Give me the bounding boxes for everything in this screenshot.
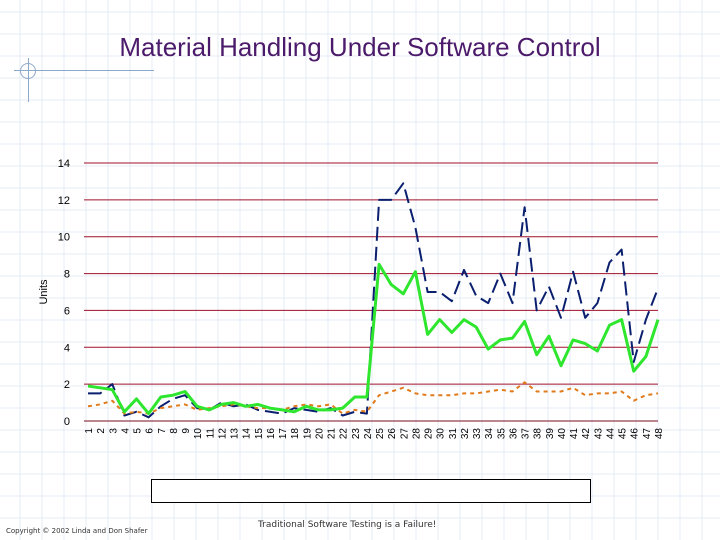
y-tick-label: 2 xyxy=(64,379,70,391)
x-tick-label: 34 xyxy=(484,428,495,440)
x-tick-label: 37 xyxy=(521,428,532,440)
y-tick-label: 12 xyxy=(58,195,70,207)
x-tick-label: 5 xyxy=(133,428,144,434)
x-tick-label: 22 xyxy=(339,428,350,440)
x-tick-label: 33 xyxy=(472,428,483,440)
y-tick-label: 14 xyxy=(58,158,70,170)
y-tick-label: 4 xyxy=(64,342,70,354)
x-tick-label: 7 xyxy=(157,428,168,434)
x-tick-label: 17 xyxy=(278,428,289,440)
footer-copyright: Copyright © 2002 Linda and Don Shafer xyxy=(6,527,147,535)
x-tick-label: 48 xyxy=(654,428,665,440)
x-tick-label: 32 xyxy=(460,428,471,440)
x-tick-label: 4 xyxy=(120,428,131,434)
x-tick-label: 30 xyxy=(436,428,447,440)
x-tick-label: 10 xyxy=(193,428,204,440)
x-tick-label: 11 xyxy=(205,428,216,439)
x-tick-label: 15 xyxy=(254,428,265,440)
y-tick-label: 6 xyxy=(64,305,70,317)
x-tick-label: 9 xyxy=(181,428,192,434)
y-axis-label: Units xyxy=(38,279,50,305)
x-tick-label: 29 xyxy=(424,428,435,440)
x-tick-label: 47 xyxy=(642,428,653,440)
x-tick-label: 18 xyxy=(290,428,301,440)
series-line-3 xyxy=(88,264,658,413)
y-tick-label: 8 xyxy=(64,269,70,281)
x-tick-label: 2 xyxy=(96,428,107,434)
x-tick-label: 6 xyxy=(145,428,156,434)
x-tick-label: 25 xyxy=(375,428,386,440)
x-tick-label: 42 xyxy=(581,428,592,440)
x-tick-label: 23 xyxy=(351,428,362,440)
x-tick-label: 46 xyxy=(630,428,641,440)
x-tick-label: 35 xyxy=(496,428,507,440)
series-line-1 xyxy=(88,183,658,417)
x-tick-label: 44 xyxy=(605,428,616,440)
x-tick-label: 45 xyxy=(618,428,629,440)
x-tick-label: 16 xyxy=(266,428,277,440)
x-tick-label: 31 xyxy=(448,428,459,440)
x-tick-label: 24 xyxy=(363,428,374,440)
x-tick-label: 28 xyxy=(411,428,422,440)
x-tick-label: 41 xyxy=(569,428,580,440)
x-tick-label: 21 xyxy=(327,428,338,440)
x-tick-label: 39 xyxy=(545,428,556,440)
series-line-2 xyxy=(88,382,658,413)
chart-legend xyxy=(151,479,591,503)
y-tick-label: 10 xyxy=(58,232,70,244)
x-tick-label: 26 xyxy=(387,428,398,440)
x-tick-label: 38 xyxy=(533,428,544,440)
x-tick-label: 43 xyxy=(593,428,604,440)
x-tick-label: 12 xyxy=(217,428,228,440)
x-tick-label: 40 xyxy=(557,428,568,440)
x-tick-label: 3 xyxy=(108,428,119,434)
x-tick-label: 14 xyxy=(242,428,253,440)
x-tick-label: 1 xyxy=(84,428,95,434)
x-tick-label: 27 xyxy=(399,428,410,440)
y-tick-label: 0 xyxy=(64,416,70,428)
x-tick-label: 19 xyxy=(302,428,313,440)
footer-title: Traditional Software Testing is a Failur… xyxy=(258,520,436,530)
x-tick-label: 36 xyxy=(508,428,519,440)
x-tick-label: 20 xyxy=(314,428,325,440)
x-tick-label: 8 xyxy=(169,428,180,434)
x-tick-label: 13 xyxy=(230,428,241,440)
line-chart: 02468101214Units1 2 3 4 5 6 7 8 9 10 11 12 13 14 15 16 1… xyxy=(0,0,720,540)
